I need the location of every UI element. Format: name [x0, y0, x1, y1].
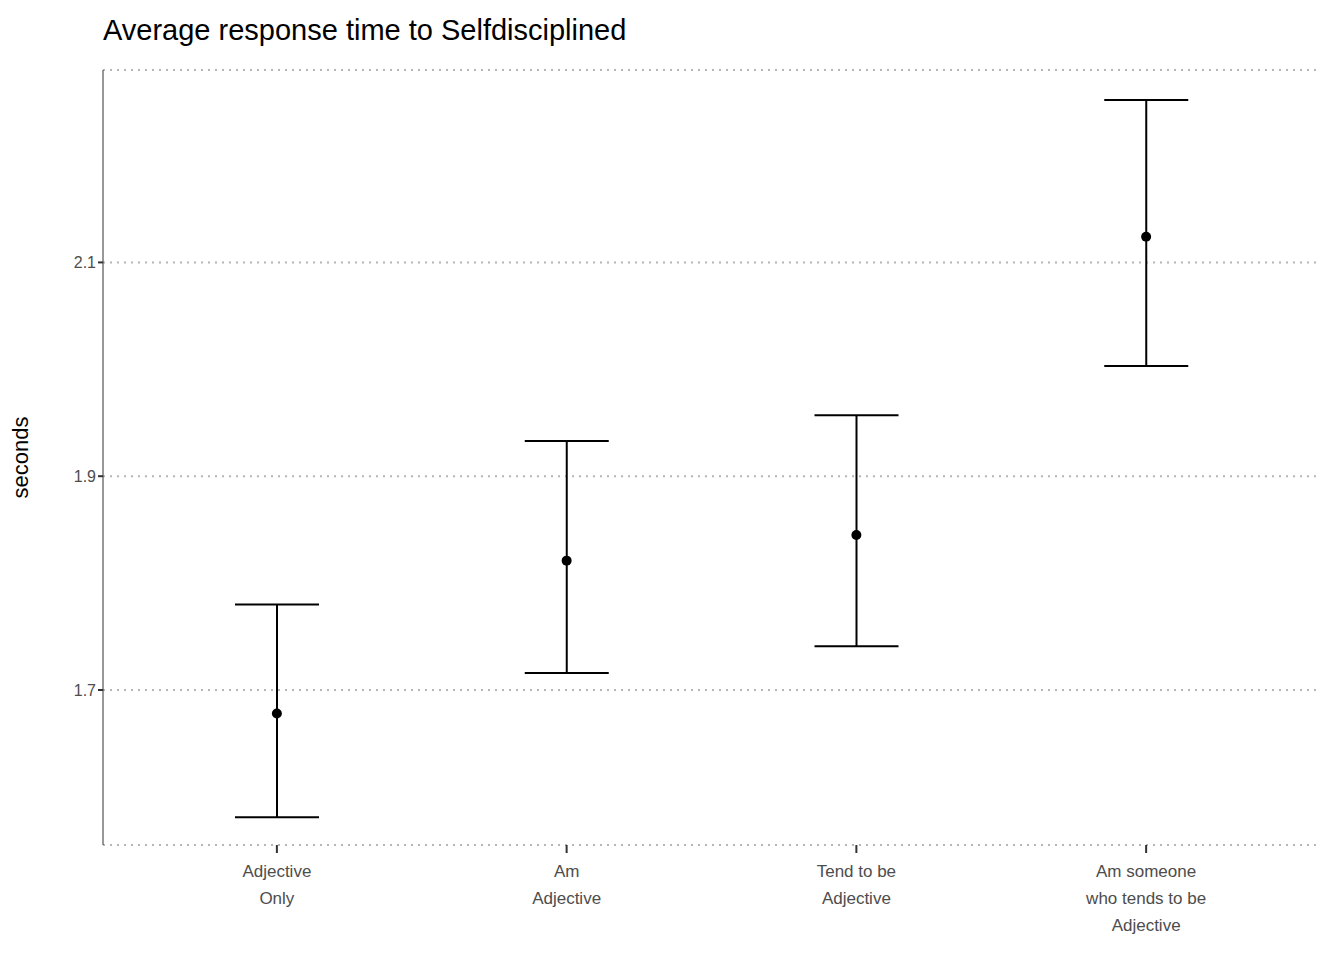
svg-text:Adjective: Adjective	[242, 862, 311, 881]
svg-text:Adjective: Adjective	[1112, 916, 1181, 935]
html-text:Average response time to Selfd: Average response time to Selfdisciplined	[103, 14, 627, 46]
svg-text:Am someone: Am someone	[1096, 862, 1196, 881]
svg-text:Adjective: Adjective	[822, 889, 891, 908]
svg-text:Am: Am	[554, 862, 580, 881]
svg-text:1.9: 1.9	[74, 468, 96, 485]
svg-text:Adjective: Adjective	[532, 889, 601, 908]
svg-text:Only: Only	[259, 889, 294, 908]
svg-text:2.1: 2.1	[74, 254, 96, 271]
svg-text:who tends to be: who tends to be	[1085, 889, 1206, 908]
svg-text:Tend to be: Tend to be	[817, 862, 896, 881]
svg-text:1.7: 1.7	[74, 682, 96, 699]
svg-text:seconds: seconds	[8, 417, 33, 499]
